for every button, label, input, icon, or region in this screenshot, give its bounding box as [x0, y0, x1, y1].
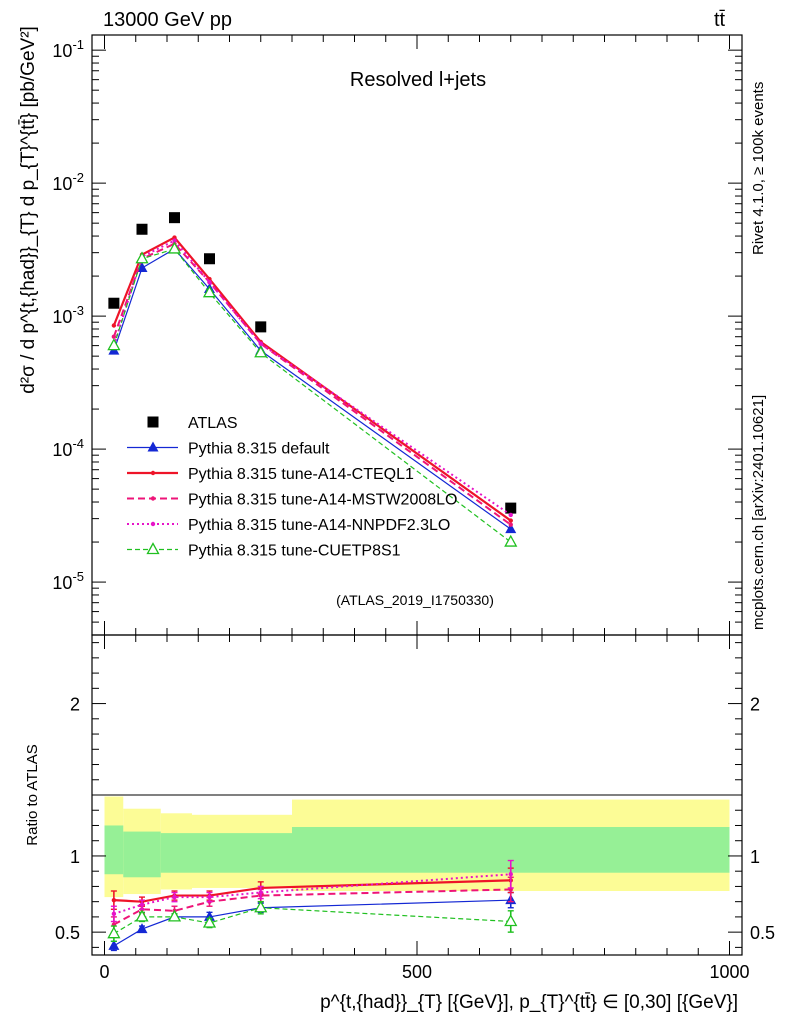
main-y-tick-label: 10-1	[52, 37, 84, 61]
ratio-point	[207, 894, 212, 900]
mc-point	[508, 522, 513, 527]
legend-marker	[147, 416, 159, 428]
mc-point	[207, 279, 212, 285]
ratio-ylabel: Ratio to ATLAS	[24, 744, 41, 845]
ratio-point	[202, 915, 217, 928]
main-ylabel: d²σ / d p^{t,{had}}_{T} d p_{T}^{tt̄} [p…	[18, 26, 39, 394]
mc-point	[167, 241, 182, 254]
ratio-green-band	[229, 833, 292, 873]
main-y-tick-label: 10-4	[52, 436, 84, 460]
atlas-data-point	[108, 297, 120, 309]
ratio-y-tick-label-right: 1	[750, 847, 760, 867]
mc-point	[254, 345, 268, 358]
ratio-point	[167, 909, 182, 922]
mc-point	[258, 341, 263, 346]
ratio-frame	[91, 634, 743, 956]
ratio-y-tick-label: 1	[70, 847, 80, 867]
mc-point	[505, 523, 517, 534]
legend: ATLAS Pythia 8.315 default Pythia 8.315 tu…	[127, 415, 457, 560]
main-y-tick-label: 10-3	[52, 303, 84, 327]
ratio-point	[111, 897, 117, 903]
mc-point	[508, 512, 513, 518]
main-axis-ticks: 10-5 10-4 10-3 10-2 10-1	[52, 35, 742, 636]
ratio-point	[139, 902, 145, 907]
ratio-axis-ticks: 0.5 0.5 1 1 2 2 0 500 1000	[55, 635, 775, 982]
mc-point	[172, 235, 177, 240]
ratio-green-band	[104, 825, 124, 875]
main-title: Resolved l+jets	[350, 69, 486, 91]
legend-marker	[150, 521, 156, 527]
ratio-point	[258, 890, 263, 895]
mc-point	[504, 534, 518, 547]
x-tick-label: 1000	[709, 962, 749, 982]
legend-label: Pythia 8.315 default	[188, 441, 330, 458]
analysis-tag: (ATLAS_2019_I1750330)	[336, 592, 494, 608]
legend-label: Pythia 8.315 tune-A14-NNPDF2.3LO	[188, 517, 450, 534]
legend-marker	[150, 470, 156, 476]
x-axis-label: p^{t,{had}}_{T} [{GeV}], p_{T}^{tt̄} ∈ […	[320, 992, 738, 1013]
legend-label: Pythia 8.315 tune-A14-CTEQL1	[188, 466, 414, 483]
ratio-series-line	[113, 879, 511, 903]
x-tick-label: 0	[99, 962, 109, 982]
ratio-y-tick-label-right: 0.5	[750, 923, 775, 943]
main-panel: Resolved l+jets (ATLAS_2019_I1750330) d²…	[18, 26, 743, 636]
ratio-green-band	[123, 831, 161, 878]
ratio-series-line	[113, 888, 511, 926]
legend-marker	[146, 542, 160, 555]
legend-label: ATLAS	[188, 415, 238, 432]
ratio-series-group	[107, 859, 518, 952]
main-series-line	[112, 242, 512, 526]
mcplots-label: mcplots.cern.ch [arXiv:2401.10621]	[750, 395, 767, 630]
mc-point	[172, 238, 177, 243]
ratio-uncertainty-bands	[104, 796, 730, 898]
mc-point	[202, 285, 217, 298]
ratio-y-tick-label: 2	[70, 695, 80, 715]
x-tick-label: 500	[402, 962, 432, 982]
ratio-point	[254, 900, 268, 913]
ratio-y-tick-label: 0.5	[55, 923, 80, 943]
ratio-point	[135, 909, 149, 922]
energy-label: 13000 GeV pp	[103, 9, 232, 31]
ratio-point	[111, 911, 117, 917]
ratio-point	[172, 894, 177, 900]
ratio-green-band	[160, 833, 192, 873]
atlas-data-point	[136, 223, 148, 235]
ratio-panel: 0.5 0.5 1 1 2 2 0 500 1000 Ratio to ATLAS p^{t,{…	[24, 634, 775, 1013]
ratio-point	[108, 939, 120, 950]
atlas-data-point	[204, 253, 215, 265]
ratio-point	[508, 872, 513, 877]
atlas-data-point	[255, 321, 267, 333]
mc-point	[508, 518, 513, 523]
ratio-series-line	[113, 899, 511, 947]
mc-point	[111, 334, 117, 339]
main-series-line	[113, 248, 512, 530]
main-y-tick-label: 10-2	[52, 170, 84, 194]
main-series-line	[113, 248, 512, 543]
ratio-point	[136, 923, 148, 934]
legend-label: Pythia 8.315 tune-CUETP8S1	[188, 543, 401, 560]
ratio-green-band	[192, 833, 230, 873]
main-y-tick-label: 10-5	[52, 569, 84, 593]
mc-point	[136, 262, 148, 273]
ratio-series-line	[113, 873, 511, 915]
main-series-line	[112, 236, 512, 522]
legend-marker	[150, 496, 156, 501]
legend-label: Pythia 8.315 tune-A14-MSTW2008LO	[188, 492, 457, 509]
mc-point	[107, 338, 121, 351]
ratio-y-tick-label-right: 2	[750, 695, 760, 715]
main-series-group	[107, 212, 518, 547]
main-series-line	[112, 239, 512, 516]
atlas-data-point	[169, 212, 180, 224]
atlas-data-point	[505, 502, 517, 514]
ratio-point	[107, 926, 121, 939]
rivet-label: Rivet 4.1.0, ≥ 100k events	[750, 82, 767, 255]
legend-marker	[147, 441, 159, 452]
ratio-point	[504, 914, 518, 927]
process-label: tt̄	[714, 9, 726, 31]
mc-point	[111, 323, 117, 328]
mc-point	[135, 251, 149, 264]
